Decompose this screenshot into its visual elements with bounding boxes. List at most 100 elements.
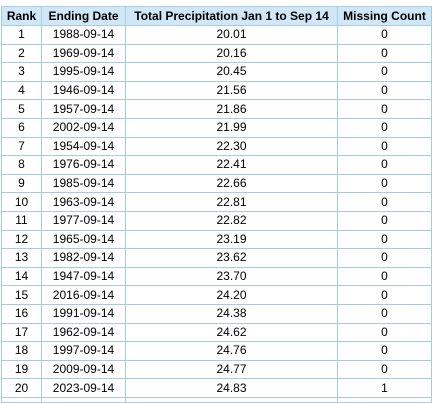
cell-total-precipitation: 20.45 (126, 63, 338, 82)
header-missing-count[interactable]: Missing Count (338, 7, 432, 26)
cell-ending-date: 1985-09-14 (42, 174, 126, 194)
table-row: 3 1995-09-14 20.45 0 (2, 63, 432, 82)
cell-ending-date: 1946-09-14 (42, 81, 126, 101)
cell-rank: 15 (2, 286, 42, 305)
cell-ending-date: 2002-09-14 (42, 118, 126, 138)
cell-ending-date: 1963-09-14 (42, 193, 126, 212)
cell-rank: 1 (2, 26, 42, 45)
cell-rank: 6 (2, 118, 42, 138)
table-row: 2 1969-09-14 20.16 0 (2, 44, 432, 64)
cell-ending-date: 1965-09-14 (42, 230, 126, 250)
cell-total-precipitation: 23.62 (126, 249, 338, 268)
cell-rank: 18 (2, 342, 42, 361)
cell-ending-date: 2009-09-14 (42, 360, 126, 380)
cell-rank: 5 (2, 100, 42, 119)
cell-ending-date: 1997-09-14 (42, 342, 126, 361)
table-row: 1 1988-09-14 20.01 0 (2, 26, 432, 45)
cell-missing-count: 0 (338, 156, 432, 175)
cell-total-precipitation: 24.76 (126, 342, 338, 361)
cell-total-precipitation: 21.99 (126, 118, 338, 138)
cell-missing-count: 0 (338, 360, 432, 380)
cell-total-precipitation: 21.86 (126, 100, 338, 119)
table-row: 10 1963-09-14 22.81 0 (2, 193, 432, 212)
table-row: 16 1991-09-14 24.38 0 (2, 304, 432, 324)
table-row: 11 1977-09-14 22.82 0 (2, 211, 432, 231)
cell-missing-count: 0 (338, 193, 432, 212)
cell-total-precipitation: 23.19 (126, 230, 338, 250)
table-row: 14 1947-09-14 23.70 0 (2, 267, 432, 287)
table-row: 4 1946-09-14 21.56 0 (2, 81, 432, 101)
cell-rank: 20 (2, 379, 42, 398)
cell-total-precipitation: 22.30 (126, 137, 338, 157)
cell-rank: 16 (2, 304, 42, 324)
cell-total-precipitation: 24.77 (126, 360, 338, 380)
header-ending-date[interactable]: Ending Date (42, 7, 126, 26)
table-header-row: Rank Ending Date Total Precipitation Jan… (2, 7, 432, 26)
cell-total-precipitation: 24.38 (126, 304, 338, 324)
cell-total-precipitation: 22.82 (126, 211, 338, 231)
cell-ending-date: 1988-09-14 (42, 26, 126, 45)
cell-rank: 2 (2, 44, 42, 64)
table-row: 20 2023-09-14 24.83 1 (2, 379, 432, 398)
cell-total-precipitation: 24.62 (126, 323, 338, 343)
table-row: 17 1962-09-14 24.62 0 (2, 323, 432, 343)
cell-ending-date: 1982-09-14 (42, 249, 126, 268)
cell-missing-count: 1 (338, 379, 432, 398)
table-body: 1 1988-09-14 20.01 0 2 1969-09-14 20.16 0 3 1995-… (2, 26, 432, 403)
cell-total-precipitation: 24.20 (126, 286, 338, 305)
table-row-partial (2, 397, 432, 403)
cell-missing-count: 0 (338, 174, 432, 194)
cell-ending-date: 1976-09-14 (42, 156, 126, 175)
cell-rank: 3 (2, 63, 42, 82)
cell-ending-date: 1962-09-14 (42, 323, 126, 343)
cell-total-precipitation: 23.70 (126, 267, 338, 287)
cell-empty (126, 397, 338, 403)
cell-ending-date: 1947-09-14 (42, 267, 126, 287)
cell-rank: 9 (2, 174, 42, 194)
cell-ending-date: 2016-09-14 (42, 286, 126, 305)
cell-rank: 7 (2, 137, 42, 157)
cell-rank: 12 (2, 230, 42, 250)
cell-missing-count: 0 (338, 267, 432, 287)
cell-ending-date: 1977-09-14 (42, 211, 126, 231)
table-row: 18 1997-09-14 24.76 0 (2, 342, 432, 361)
header-rank[interactable]: Rank (2, 7, 42, 26)
cell-total-precipitation: 22.41 (126, 156, 338, 175)
table-row: 13 1982-09-14 23.62 0 (2, 249, 432, 268)
table-row: 8 1976-09-14 22.41 0 (2, 156, 432, 175)
cell-total-precipitation: 24.83 (126, 379, 338, 398)
cell-rank: 13 (2, 249, 42, 268)
cell-total-precipitation: 22.81 (126, 193, 338, 212)
cell-missing-count: 0 (338, 323, 432, 343)
cell-missing-count: 0 (338, 230, 432, 250)
table-row: 6 2002-09-14 21.99 0 (2, 118, 432, 138)
cell-rank: 11 (2, 211, 42, 231)
cell-total-precipitation: 20.16 (126, 44, 338, 64)
cell-missing-count: 0 (338, 249, 432, 268)
cell-missing-count: 0 (338, 286, 432, 305)
cell-rank: 10 (2, 193, 42, 212)
results-table-container: Rank Ending Date Total Precipitation Jan… (1, 6, 432, 403)
precipitation-rank-table: Rank Ending Date Total Precipitation Jan… (1, 6, 432, 403)
table-row: 19 2009-09-14 24.77 0 (2, 360, 432, 380)
cell-ending-date: 2023-09-14 (42, 379, 126, 398)
cell-missing-count: 0 (338, 118, 432, 138)
header-total-precipitation[interactable]: Total Precipitation Jan 1 to Sep 14 (126, 7, 338, 26)
cell-ending-date: 1969-09-14 (42, 44, 126, 64)
cell-missing-count: 0 (338, 81, 432, 101)
cell-missing-count: 0 (338, 63, 432, 82)
cell-ending-date: 1991-09-14 (42, 304, 126, 324)
cell-missing-count: 0 (338, 137, 432, 157)
cell-empty (338, 397, 432, 403)
cell-rank: 14 (2, 267, 42, 287)
cell-empty (42, 397, 126, 403)
table-row: 15 2016-09-14 24.20 0 (2, 286, 432, 305)
cell-missing-count: 0 (338, 304, 432, 324)
cell-rank: 19 (2, 360, 42, 380)
cell-total-precipitation: 20.01 (126, 26, 338, 45)
cell-missing-count: 0 (338, 44, 432, 64)
cell-ending-date: 1957-09-14 (42, 100, 126, 119)
cell-missing-count: 0 (338, 100, 432, 119)
cell-total-precipitation: 21.56 (126, 81, 338, 101)
table-row: 7 1954-09-14 22.30 0 (2, 137, 432, 157)
